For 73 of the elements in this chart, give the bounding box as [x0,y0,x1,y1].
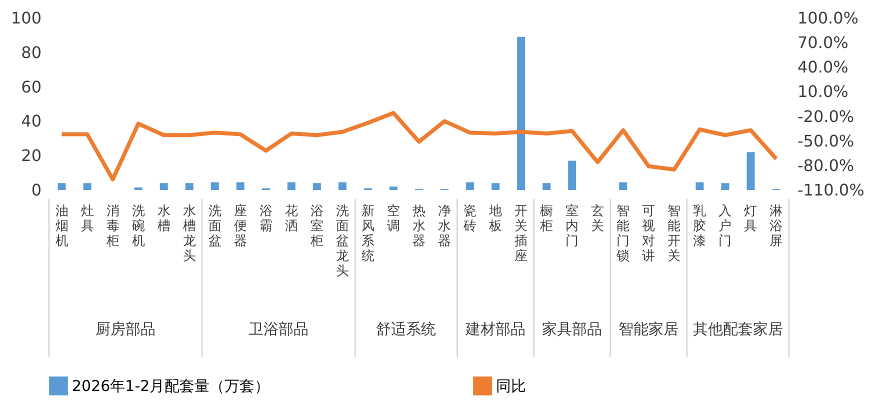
bar [517,36,526,190]
x-tick-label: 地板 [488,204,502,234]
bar [696,182,704,190]
x-tick-label: 淋浴屏 [770,204,783,249]
bar [721,183,730,190]
y-tick-label: 40 [21,112,42,131]
bar [338,182,346,190]
bar [236,182,244,190]
y2-tick-label: 100.0% [798,8,859,28]
x-tick-label: 灯具 [744,204,758,234]
y2-tick-label: -50.0% [798,131,854,150]
x-tick-label: 洗碗机 [132,204,145,249]
x-tick-label: 浴室柜 [309,204,324,249]
y-tick-label: 60 [21,77,42,96]
y2-tick-label: -80.0% [798,156,854,175]
bar [466,182,474,190]
y2-tick-label: -20.0% [798,106,854,126]
line-series [60,111,778,182]
x-tick-label: 座便器 [234,203,247,249]
text: 厨房部品 [96,320,156,338]
bar [185,183,194,190]
x-tick-label: 洗面盆 [208,204,222,249]
x-tick-label: 可视对讲 [642,204,656,264]
y2-tick-label: 10.0% [798,82,848,102]
text: 其他配套家居 [692,320,783,338]
x-tick-label: 入户门 [718,204,732,249]
x-tick-label: 瓷砖 [462,204,477,234]
y2-tick-label: -110.0% [798,180,864,200]
y2-tick-label: 40.0% [798,58,848,77]
x-tick-label: 空调 [386,204,400,234]
legend-label: 2026年1-2月配套量（万套） [72,376,270,395]
bar [542,183,551,190]
text: 卫浴部品 [248,320,309,338]
x-tick-label: 玄关 [591,203,604,234]
bar [568,160,576,190]
bar [619,182,628,190]
bar [312,183,321,190]
bar [746,152,755,190]
x-tick-label: 消毒柜 [105,204,120,249]
x-tick-label: 洗面盆龙头 [336,204,349,279]
text: 建材部品 [464,320,526,338]
y2-tick-label: 70.0% [798,33,848,52]
bar [58,183,66,190]
x-tick-label: 浴霸 [259,204,272,234]
text: 家具部品 [542,320,602,338]
x-tick-label: 室内门 [566,203,579,249]
y-tick-label: 0 [31,180,42,200]
x-tick-label: 净水器 [438,204,452,249]
legend-label: 同比 [496,376,526,395]
y-tick-label: 100 [10,8,42,28]
bar [83,183,92,190]
x-tick-label: 智能开关 [668,204,681,264]
text: 舒适系统 [376,320,436,338]
x-tick-label: 油烟机 [55,204,68,249]
x-tick-label: 热水器 [412,204,426,249]
bar [160,183,168,190]
y-tick-label: 20 [21,146,42,166]
text: 智能家居 [618,320,679,338]
bar [287,182,296,190]
x-tick-label: 智能门锁 [616,204,630,264]
x-tick-label: 新风系统 [361,204,374,264]
bar [134,187,142,190]
x-tick-label: 开关插座 [514,204,528,264]
bar [492,183,500,190]
x-tick-label: 花洒 [284,204,298,234]
bar [389,186,398,190]
x-tick-label: 水槽 [157,204,170,234]
bar [210,182,219,190]
x-tick-label: 乳胶漆 [693,204,706,249]
x-tick-label: 灶具 [80,204,94,234]
x-tick-label: 水槽龙头 [182,204,196,264]
y-tick-label: 80 [21,42,42,62]
x-tick-label: 橱柜 [539,204,554,234]
